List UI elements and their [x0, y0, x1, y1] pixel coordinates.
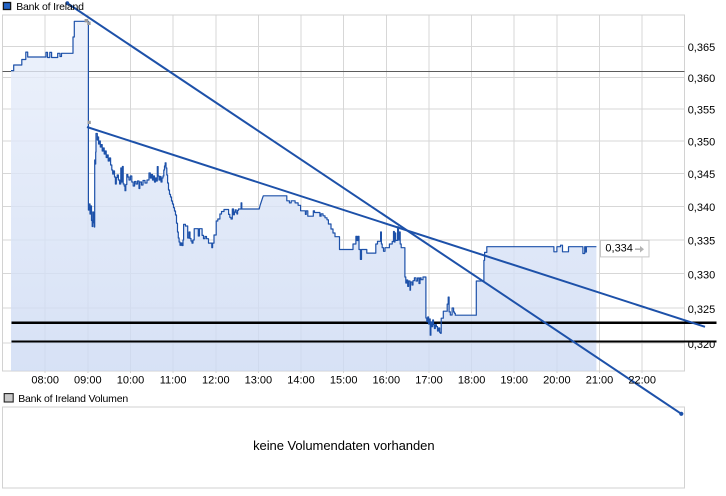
- svg-text:09:00: 09:00: [74, 374, 102, 386]
- svg-text:Bank of Ireland: Bank of Ireland: [16, 1, 84, 13]
- svg-text:08:00: 08:00: [31, 374, 59, 386]
- svg-text:11:00: 11:00: [160, 374, 187, 386]
- svg-text:0,340: 0,340: [688, 202, 716, 214]
- svg-text:0,355: 0,355: [688, 105, 716, 117]
- svg-text:0,360: 0,360: [688, 73, 716, 85]
- svg-text:16:00: 16:00: [373, 374, 401, 386]
- svg-text:0,330: 0,330: [688, 269, 716, 281]
- svg-text:15:00: 15:00: [330, 374, 358, 386]
- svg-text:0,320: 0,320: [688, 339, 716, 351]
- svg-text:0,350: 0,350: [688, 137, 716, 149]
- svg-text:20:00: 20:00: [543, 374, 571, 386]
- svg-text:13:00: 13:00: [245, 374, 273, 386]
- svg-text:0,365: 0,365: [688, 42, 716, 54]
- svg-text:10:00: 10:00: [117, 374, 145, 386]
- svg-text:0,335: 0,335: [688, 236, 716, 248]
- svg-text:Bank of Ireland Volumen: Bank of Ireland Volumen: [18, 393, 128, 405]
- svg-text:0,334: 0,334: [605, 243, 633, 255]
- svg-text:19:00: 19:00: [500, 374, 528, 386]
- svg-text:21:00: 21:00: [586, 374, 614, 386]
- svg-text:17:00: 17:00: [415, 374, 443, 386]
- svg-text:22:00: 22:00: [628, 374, 656, 386]
- svg-text:0,325: 0,325: [688, 304, 716, 316]
- svg-text:keine Volumendaten vorhanden: keine Volumendaten vorhanden: [253, 438, 434, 453]
- svg-text:14:00: 14:00: [287, 374, 315, 386]
- svg-text:12:00: 12:00: [202, 374, 230, 386]
- svg-text:0,345: 0,345: [688, 169, 716, 181]
- svg-text:18:00: 18:00: [458, 374, 486, 386]
